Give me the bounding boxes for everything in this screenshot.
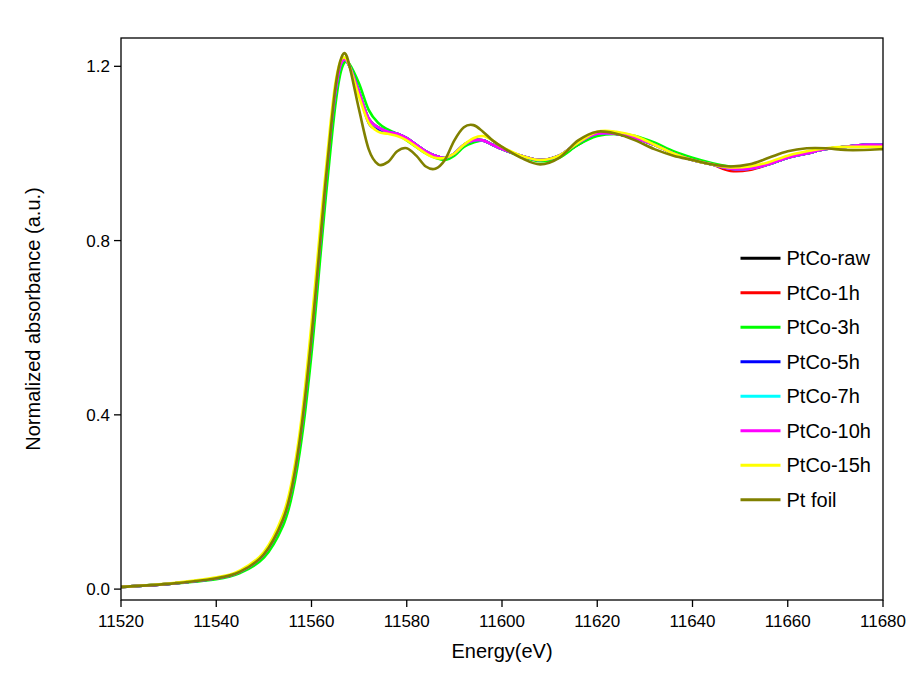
y-tick	[114, 588, 121, 589]
series-line	[121, 60, 883, 587]
legend-swatch	[741, 360, 781, 363]
y-tick-label: 0.8	[86, 232, 110, 251]
series-line	[121, 53, 883, 587]
series-line	[121, 57, 883, 587]
x-tick-label: 11680	[860, 612, 906, 631]
x-tick-label: 11660	[765, 612, 811, 631]
x-tick	[597, 600, 598, 607]
x-tick	[501, 600, 502, 607]
series-line	[121, 60, 883, 587]
x-tick-label: 11620	[574, 612, 620, 631]
x-tick-label: 11560	[288, 612, 334, 631]
y-tick-label: 0.0	[86, 580, 110, 599]
y-tick-label: 0.4	[86, 406, 110, 425]
y-tick	[114, 414, 121, 415]
x-tick	[311, 600, 312, 607]
legend: PtCo-raw PtCo-1h PtCo-3h PtCo-5h PtCo-7h PtCo…	[741, 247, 872, 511]
legend-label: PtCo-3h	[787, 316, 860, 338]
x-tick	[787, 600, 788, 607]
y-tick	[114, 240, 121, 241]
x-axis-title: Energy(eV)	[451, 640, 552, 662]
legend-swatch	[741, 429, 781, 432]
x-tick	[216, 600, 217, 607]
series-line	[121, 60, 883, 587]
legend-label: Pt foil	[787, 489, 837, 511]
x-tick-label: 11600	[479, 612, 525, 631]
series-group	[121, 53, 883, 587]
legend-label: PtCo-15h	[787, 454, 872, 476]
legend-label: PtCo-5h	[787, 351, 860, 373]
y-tick-label: 1.2	[86, 57, 110, 76]
series-line	[121, 60, 883, 587]
x-tick	[882, 600, 883, 607]
legend-label: PtCo-10h	[787, 420, 872, 442]
y-axis-title: Normalized absorbance (a.u.)	[22, 187, 44, 450]
legend-label: PtCo-raw	[787, 247, 871, 269]
chart: 11520 11540 11560 11580 11600 11620 11640 11660…	[0, 0, 915, 688]
legend-label: PtCo-1h	[787, 282, 860, 304]
x-tick	[120, 600, 121, 607]
plot-frame	[121, 38, 883, 600]
series-line	[121, 61, 883, 587]
series-line	[121, 60, 883, 587]
legend-swatch	[741, 291, 781, 294]
legend-swatch	[741, 326, 781, 329]
x-tick-label: 11580	[384, 612, 430, 631]
x-tick	[692, 600, 693, 607]
legend-swatch	[741, 498, 781, 501]
x-tick-label: 11640	[669, 612, 715, 631]
legend-swatch	[741, 257, 781, 260]
y-tick	[114, 66, 121, 67]
x-tick-label: 11520	[98, 612, 144, 631]
x-tick-label: 11540	[193, 612, 239, 631]
legend-swatch	[741, 464, 781, 467]
legend-label: PtCo-7h	[787, 385, 860, 407]
x-tick	[406, 600, 407, 607]
legend-swatch	[741, 395, 781, 398]
